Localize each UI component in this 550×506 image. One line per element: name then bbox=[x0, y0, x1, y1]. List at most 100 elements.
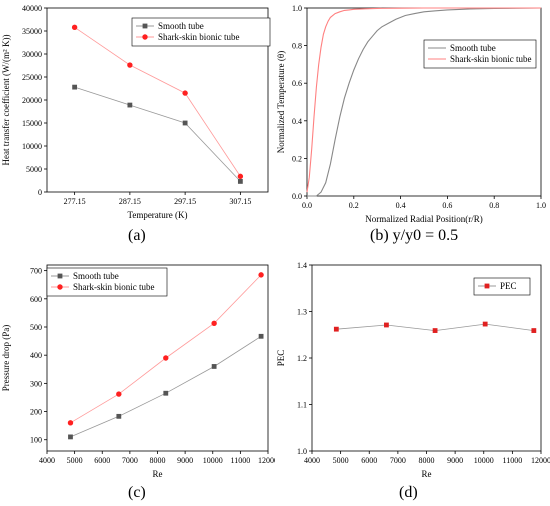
y-tick-label: 700 bbox=[30, 267, 42, 276]
y-tick-label: 5000 bbox=[26, 165, 42, 174]
y-tick-label: 1.1 bbox=[297, 401, 307, 410]
data-point bbox=[182, 90, 188, 96]
data-point bbox=[163, 355, 169, 361]
y-tick-label: 1.3 bbox=[297, 308, 307, 317]
y-tick-label: 15000 bbox=[22, 119, 42, 128]
data-point bbox=[182, 120, 188, 126]
x-tick-label: 5000 bbox=[333, 456, 349, 465]
y-tick-label: 0.0 bbox=[292, 192, 302, 201]
x-tick-label: 8000 bbox=[150, 456, 166, 465]
x-tick-label: 307.15 bbox=[229, 197, 251, 206]
y-tick-label: 600 bbox=[30, 295, 42, 304]
x-axis-label: Temperature (K) bbox=[127, 210, 187, 220]
legend-marker bbox=[142, 34, 148, 40]
legend-label: Shark-skin bionic tube bbox=[73, 282, 155, 292]
x-axis-label: Re bbox=[153, 469, 163, 479]
data-point bbox=[127, 62, 133, 68]
x-tick-label: 4000 bbox=[304, 456, 320, 465]
x-tick-label: 5000 bbox=[67, 456, 83, 465]
data-point bbox=[384, 322, 389, 328]
y-tick-label: 20000 bbox=[22, 96, 42, 105]
data-point bbox=[237, 179, 243, 184]
y-axis-label: Pressure drop (Pa) bbox=[1, 325, 11, 392]
data-point bbox=[211, 320, 217, 327]
data-point bbox=[116, 391, 122, 397]
caption-b: (b) y/y0 = 0.5 bbox=[370, 227, 459, 244]
data-point bbox=[127, 102, 133, 108]
data-point bbox=[333, 326, 339, 332]
data-point bbox=[237, 173, 244, 180]
x-tick-label: 7000 bbox=[122, 456, 138, 465]
series-line-0 bbox=[70, 335, 262, 438]
data-point bbox=[163, 390, 169, 396]
legend-label: Smooth tube bbox=[450, 43, 496, 53]
y-tick-label: 1.0 bbox=[292, 4, 302, 13]
x-tick-label: 12000 bbox=[531, 456, 550, 465]
chart-d-svg: 4000 5000 6000 7000 8000 9000 10000 11000 12000 1… bbox=[276, 261, 550, 479]
x-tick-label: 10000 bbox=[203, 456, 223, 465]
y-tick-label: 300 bbox=[30, 379, 42, 388]
caption-d: (d) bbox=[399, 484, 418, 501]
x-tick-label: 9000 bbox=[447, 456, 463, 465]
x-tick-label: 287.15 bbox=[119, 197, 141, 206]
series-line-1 bbox=[306, 7, 541, 193]
legend-marker bbox=[484, 283, 490, 289]
x-tick-label: 8000 bbox=[419, 456, 435, 465]
y-tick-label: 40000 bbox=[22, 4, 42, 13]
x-tick-label: 297.15 bbox=[174, 197, 196, 206]
x-tick-label: 12000 bbox=[258, 456, 275, 465]
data-point bbox=[531, 328, 537, 333]
series-line-1 bbox=[70, 274, 262, 424]
legend-box bbox=[46, 267, 168, 297]
y-tick-label: 0.6 bbox=[292, 79, 302, 88]
series-line-0 bbox=[307, 7, 542, 197]
x-tick-label: 4000 bbox=[39, 456, 55, 465]
x-tick-label: 1.0 bbox=[536, 201, 546, 210]
chart-c-svg: 4000 5000 6000 7000 8000 9000 10000 11000 12000 1… bbox=[1, 264, 275, 479]
legend-marker bbox=[57, 284, 63, 290]
y-tick-label: 400 bbox=[30, 351, 42, 360]
chart-c: 4000 5000 6000 7000 8000 9000 10000 11000 12000 1… bbox=[0, 255, 275, 485]
data-point bbox=[258, 333, 264, 339]
chart-d: 4000 5000 6000 7000 8000 9000 10000 11000 12000 1… bbox=[275, 255, 550, 485]
x-tick-label: 0.0 bbox=[302, 201, 312, 210]
series-line-0 bbox=[74, 86, 241, 182]
x-tick-label: 10000 bbox=[474, 456, 494, 465]
y-tick-label: 100 bbox=[30, 436, 42, 445]
x-tick-label: 277.15 bbox=[64, 197, 86, 206]
x-tick-label: 0.4 bbox=[396, 201, 406, 210]
data-point bbox=[116, 413, 122, 419]
chart-a-svg: 277.15 287.15 297.15 307.15 0 5000 10000 15000 2… bbox=[1, 4, 271, 220]
legend-box bbox=[473, 277, 531, 296]
x-tick-label: 6000 bbox=[361, 456, 377, 465]
legend-box bbox=[131, 17, 271, 47]
data-point bbox=[67, 420, 74, 426]
y-axis-label: PEC bbox=[276, 350, 286, 367]
y-tick-label: 0.2 bbox=[292, 154, 302, 163]
x-axis-label: Re bbox=[422, 469, 432, 479]
y-tick-label: 200 bbox=[30, 408, 42, 417]
x-tick-label: 6000 bbox=[94, 456, 110, 465]
plot-frame bbox=[306, 7, 542, 197]
y-tick-label: 10000 bbox=[22, 142, 42, 151]
y-tick-label: 0.4 bbox=[292, 117, 302, 126]
x-tick-label: 0.6 bbox=[442, 201, 452, 210]
x-tick-label: 0.8 bbox=[489, 201, 499, 210]
data-point bbox=[258, 272, 264, 278]
legend-label: PEC bbox=[500, 281, 517, 291]
y-tick-label: 25000 bbox=[22, 73, 42, 82]
caption-a: (a) bbox=[128, 227, 146, 244]
x-tick-label: 11000 bbox=[231, 456, 251, 465]
y-axis-label: Normalized Temperature (θ) bbox=[276, 51, 286, 153]
legend-marker bbox=[142, 23, 148, 29]
y-tick-label: 30000 bbox=[22, 50, 42, 59]
legend-box bbox=[423, 39, 537, 69]
x-tick-label: 11000 bbox=[503, 456, 523, 465]
y-tick-label: 1.0 bbox=[297, 447, 307, 456]
y-axis-label: Heat transfer coefficient (W/(m² K)) bbox=[1, 35, 11, 166]
data-point bbox=[482, 321, 488, 327]
x-tick-label: 9000 bbox=[177, 456, 193, 465]
y-tick-label: 0.8 bbox=[292, 42, 302, 51]
data-point bbox=[71, 24, 78, 31]
y-tick-label: 35000 bbox=[22, 27, 42, 36]
